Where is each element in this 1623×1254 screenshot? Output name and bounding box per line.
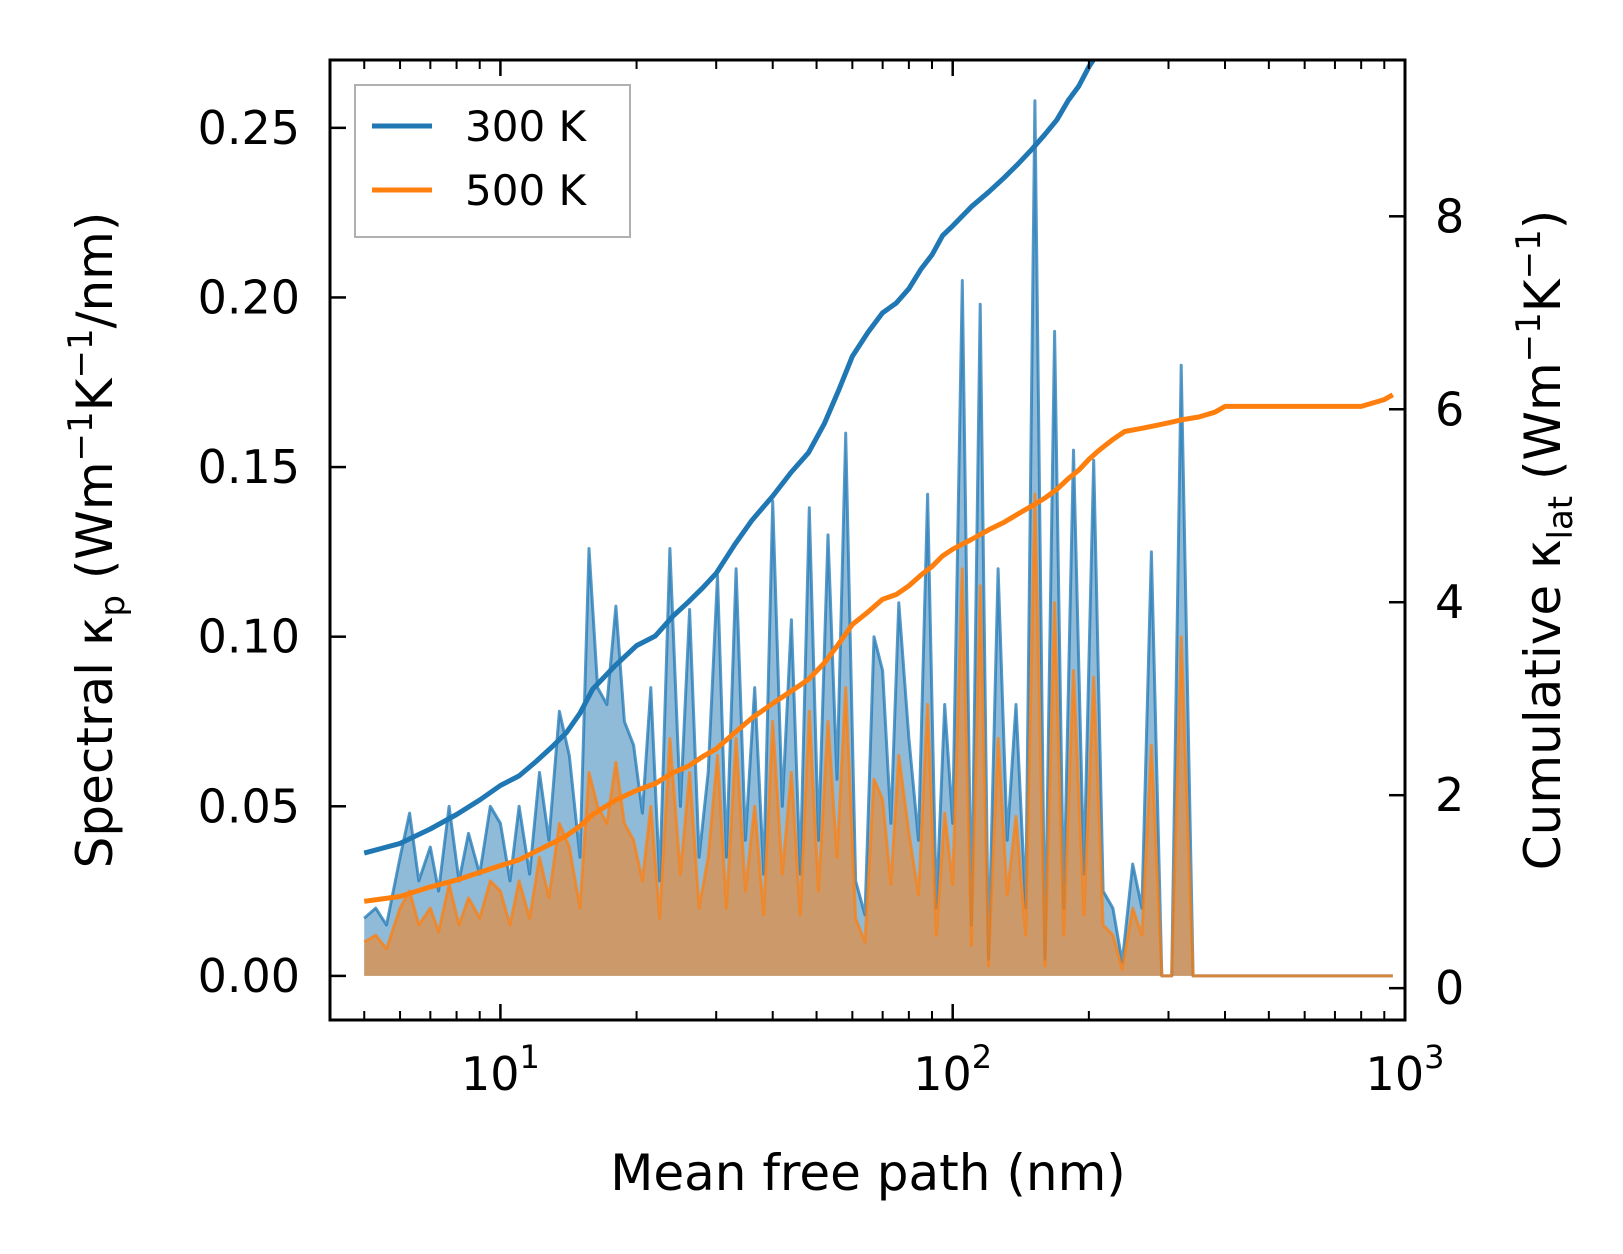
x-axis: 101 102 103 (363, 60, 1445, 1101)
legend-label-300k: 300 K (465, 102, 588, 151)
x-axis-label: Mean free path (nm) (610, 1144, 1126, 1202)
cumulative-lines (363, 60, 1395, 904)
y-left-tick-label: 0.25 (198, 101, 300, 155)
legend-frame (354, 84, 631, 238)
spectral-line-300k (363, 99, 1393, 978)
x-tick-label: 102 (913, 1038, 992, 1101)
y-right-tick-label: 2 (1435, 768, 1464, 822)
y-left-tick-label: 0.05 (198, 779, 300, 833)
spectral-fill-300k (364, 100, 1393, 976)
cumulative-line-500k (363, 392, 1395, 904)
spectral-lines (363, 99, 1393, 978)
y-right-tick-label: 4 (1435, 575, 1464, 629)
y-left-tick-label: 0.00 (198, 949, 300, 1003)
x-tick-label: 101 (461, 1038, 540, 1101)
y-left-tick-label: 0.15 (198, 440, 300, 494)
y-right-tick-label: 8 (1435, 189, 1464, 243)
cumulative-line-300k (363, 60, 1097, 856)
legend: 300 K 500 K (354, 84, 631, 238)
spectral-line-500k (363, 492, 1393, 978)
y-axis-left: 0.00 0.05 0.10 0.15 0.20 0.25 (198, 101, 346, 1003)
y-right-tick-label: 6 (1435, 382, 1464, 436)
y-right-tick-label: 0 (1435, 961, 1464, 1015)
y-axis-right-label: Cumulative κlat (Wm−1K−1) (1509, 210, 1581, 870)
spectral-fills (364, 100, 1393, 976)
x-tick-label: 103 (1366, 1038, 1445, 1101)
plot-frame (328, 58, 1407, 1022)
y-axis-left-label: Spectral κp (Wm−1K−1/nm) (61, 212, 133, 869)
y-axis-right: 0 2 4 6 8 (1389, 189, 1464, 1015)
legend-label-500k: 500 K (465, 166, 588, 215)
y-left-tick-label: 0.10 (198, 610, 300, 664)
spectral-fill-500k (364, 494, 1393, 976)
y-left-tick-label: 0.20 (198, 270, 300, 324)
